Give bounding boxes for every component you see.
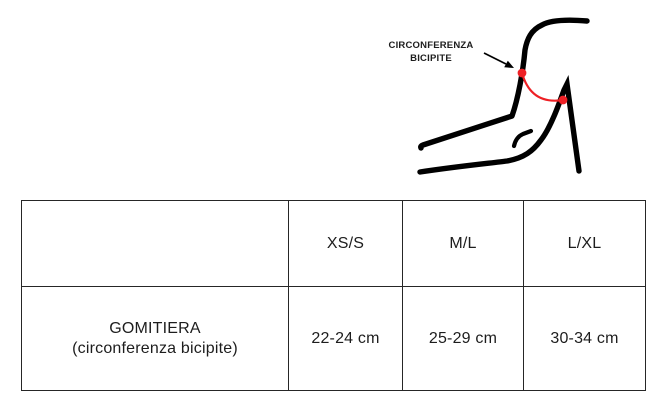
bicep-measurement-arc bbox=[520, 71, 565, 102]
size-table: XS/S M/L L/XL GOMITIERA (circonferenza b… bbox=[21, 200, 646, 391]
product-measure-note: (circonferenza bicipite) bbox=[72, 339, 238, 357]
size-column-header-xs-s: XS/S bbox=[288, 201, 402, 286]
size-value-l-xl: 30-34 cm bbox=[523, 286, 645, 390]
label-arrow-line bbox=[483, 52, 507, 65]
measurement-diagram: CIRCONFERENZA BICIPITE bbox=[0, 0, 663, 200]
measurement-point-upper bbox=[517, 68, 527, 78]
product-row-label: GOMITIERA (circonferenza bicipite) bbox=[22, 286, 288, 390]
measurement-point-lower bbox=[558, 95, 568, 105]
size-value-xs-s: 22-24 cm bbox=[288, 286, 402, 390]
arm-outline-upper bbox=[418, 17, 590, 151]
product-name: GOMITIERA bbox=[109, 319, 201, 337]
elbow-crease bbox=[511, 128, 534, 149]
bent-arm-icon bbox=[417, 17, 590, 175]
size-column-header-m-l: M/L bbox=[402, 201, 523, 286]
measurement-label: CIRCONFERENZA BICIPITE bbox=[368, 39, 494, 65]
measurement-label-line1: CIRCONFERENZA bbox=[388, 40, 474, 51]
arm-outline-lower bbox=[417, 74, 582, 175]
size-column-header-l-xl: L/XL bbox=[523, 201, 645, 286]
table-corner-cell bbox=[22, 201, 288, 286]
size-value-m-l: 25-29 cm bbox=[402, 286, 523, 390]
measurement-label-line2: BICIPITE bbox=[410, 53, 452, 64]
label-arrow-head bbox=[504, 60, 514, 68]
